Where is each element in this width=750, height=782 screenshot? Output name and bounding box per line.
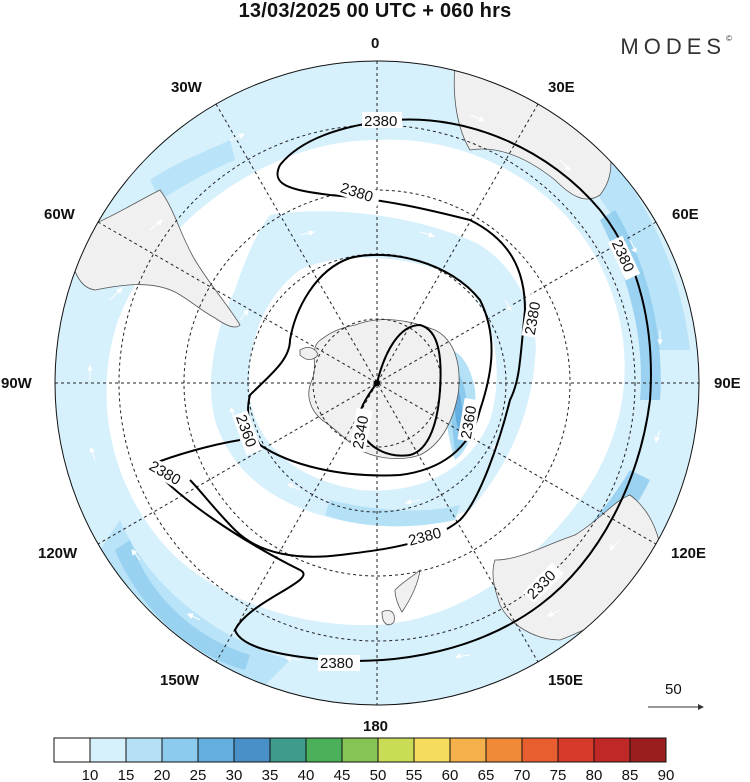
reference-vector-label: 50 [665, 681, 682, 698]
copyright-mark: © [726, 34, 732, 43]
colorbar-swatch [413, 737, 451, 763]
colorbar-tick-label: 30 [226, 767, 243, 782]
graticule [55, 61, 699, 705]
contour-label: 2360 [458, 404, 481, 440]
lon-label-90e: 90E [714, 375, 741, 392]
colorbar-tick-label: 70 [514, 767, 531, 782]
map-title: 13/03/2025 00 UTC + 060 hrs [238, 0, 512, 22]
colorbar-tick-label: 85 [622, 767, 639, 782]
colorbar-tick-label: 15 [118, 767, 135, 782]
colorbar-swatch [233, 737, 271, 763]
colorbar-swatch [557, 737, 595, 763]
brand-logo: MODES© [620, 34, 732, 60]
colorbar: 10 15 20 25 30 35 40 45 50 55 60 65 70 75 80 85 90 [53, 737, 675, 782]
contour-label: 2380 [522, 300, 545, 336]
colorbar-tick-label: 90 [658, 767, 675, 782]
land-masses [69, 63, 662, 641]
pole-marker [374, 380, 380, 386]
colorbar-swatch [197, 737, 235, 763]
colorbar-swatch [269, 737, 307, 763]
contour-labels: 2380 2380 2380 2380 2360 2360 2340 2380 … [144, 112, 641, 672]
colorbar-swatch [629, 737, 667, 763]
colorbar-tick-label: 60 [442, 767, 459, 782]
colorbar-tick-label: 65 [478, 767, 495, 782]
colorbar-tick-label: 55 [406, 767, 423, 782]
colorbar-tick-label: 80 [586, 767, 603, 782]
colorbar-tick-label: 45 [334, 767, 351, 782]
contour-mid [247, 253, 493, 477]
colorbar-tick-label: 40 [298, 767, 315, 782]
colorbar-swatch [305, 737, 343, 763]
lon-label-30e: 30E [548, 79, 575, 96]
lon-label-120e: 120E [671, 545, 707, 562]
colorbar-swatch [377, 737, 415, 763]
lon-label-120w: 120W [38, 545, 78, 562]
new-zealand [394, 568, 421, 613]
colorbar-tick-label: 75 [550, 767, 567, 782]
colorbar-swatch [521, 737, 559, 763]
contour-label: 2380 [320, 655, 353, 672]
colorbar-tick-label: 25 [190, 767, 207, 782]
lon-label-0: 0 [371, 35, 380, 52]
colorbar-swatch [449, 737, 487, 763]
lon-label-150e: 150E [548, 672, 584, 689]
colorbar-tick-label: 50 [370, 767, 387, 782]
colorbar-tick-label: 20 [154, 767, 171, 782]
map-border [54, 60, 700, 706]
wind-vectors [87, 114, 663, 662]
colorbar-swatch [89, 737, 127, 763]
lon-label-30w: 30W [171, 79, 202, 96]
south-america [69, 189, 241, 328]
contour-label: 2340 [350, 414, 373, 450]
colorbar-swatch [53, 737, 91, 763]
colorbar-swatch [341, 737, 379, 763]
colorbar-swatch [593, 737, 631, 763]
contour-label: 2380 [364, 113, 397, 130]
lon-label-180: 180 [363, 718, 389, 735]
lon-label-90w: 90W [1, 375, 32, 392]
lon-label-60w: 60W [44, 206, 75, 223]
colorbar-swatch [125, 737, 163, 763]
colorbar-swatch [161, 737, 199, 763]
brand-text: MODES [620, 34, 727, 59]
lon-label-60e: 60E [672, 206, 699, 223]
colorbar-tick-label: 35 [262, 767, 279, 782]
colorbar-tick-label: 10 [82, 767, 99, 782]
colorbar-swatch [485, 737, 523, 763]
lon-label-150w: 150W [160, 672, 200, 689]
